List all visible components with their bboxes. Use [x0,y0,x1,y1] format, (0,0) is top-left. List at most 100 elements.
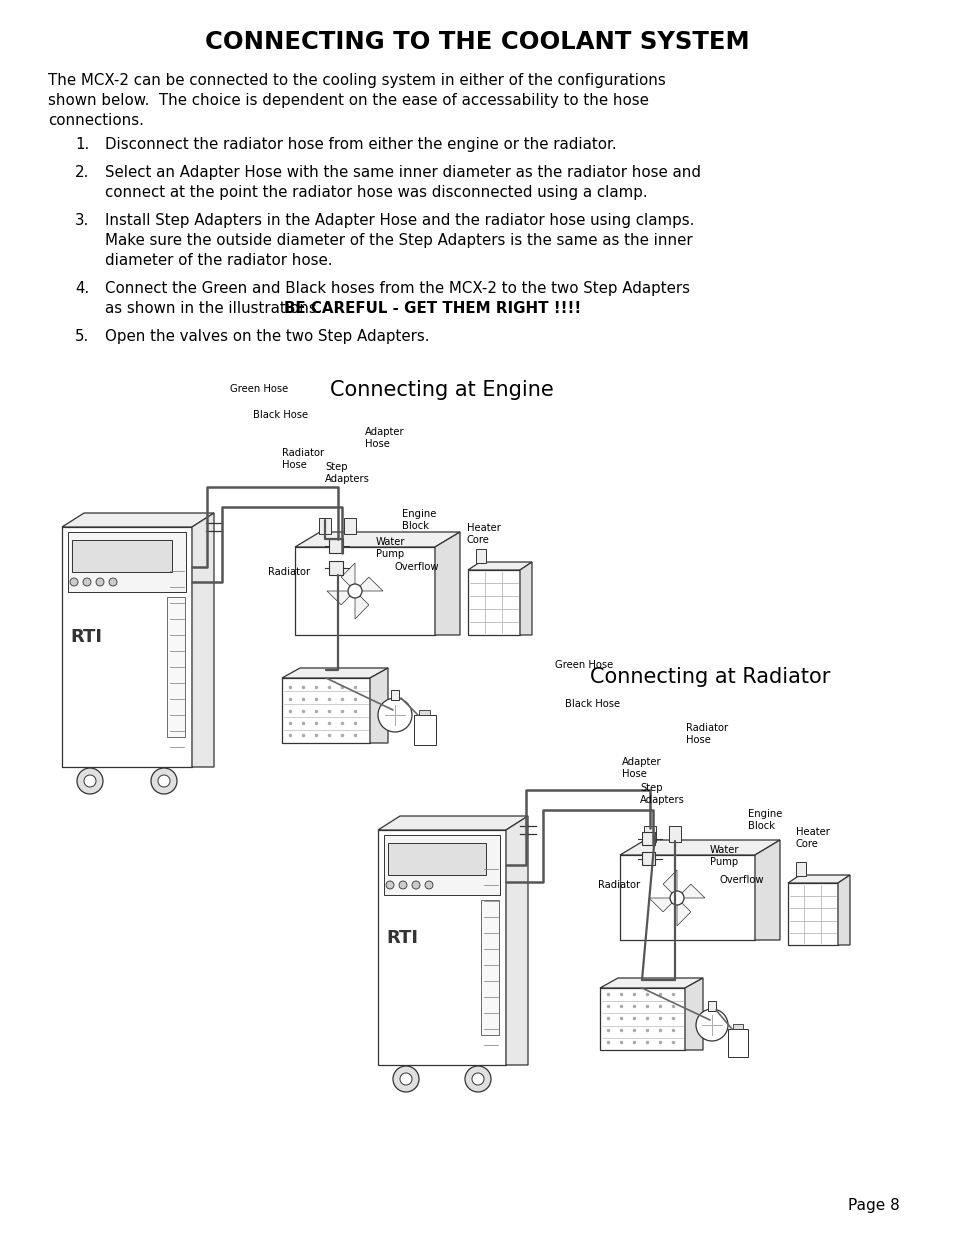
Text: diameter of the radiator hose.: diameter of the radiator hose. [105,253,333,268]
Bar [732,1024,742,1029]
Text: connections.: connections. [48,112,144,128]
Bar [344,517,355,534]
Bar [480,900,498,1035]
Text: Adapter
Hose: Adapter Hose [621,757,661,779]
Polygon shape [468,562,532,571]
Polygon shape [377,816,527,830]
Polygon shape [837,876,849,945]
Bar [641,852,655,864]
Polygon shape [282,668,388,678]
Bar [384,835,499,895]
Text: Connecting at Engine: Connecting at Engine [330,380,553,400]
Text: 2.: 2. [75,165,90,180]
Text: RTI: RTI [70,629,102,646]
Circle shape [151,768,177,794]
Bar [641,832,655,845]
Circle shape [399,1073,412,1086]
Text: Green Hose: Green Hose [230,384,288,394]
Polygon shape [619,840,780,855]
Polygon shape [519,562,532,635]
Text: Disconnect the radiator hose from either the engine or the radiator.: Disconnect the radiator hose from either… [105,137,616,152]
FancyBboxPatch shape [62,527,192,767]
Text: Open the valves on the two Step Adapters.: Open the valves on the two Step Adapters… [105,329,429,345]
Bar [388,844,485,876]
Text: The MCX-2 can be connected to the cooling system in either of the configurations: The MCX-2 can be connected to the coolin… [48,73,665,88]
Polygon shape [599,978,702,988]
Bar [71,540,172,572]
Bar [68,532,186,592]
Text: Black Hose: Black Hose [253,410,308,420]
Polygon shape [787,876,849,883]
Bar [294,547,435,635]
Bar [795,862,805,876]
Bar [167,597,185,737]
Text: 5.: 5. [75,329,90,345]
Polygon shape [294,532,459,547]
Text: Connect the Green and Black hoses from the MCX-2 to the two Step Adapters: Connect the Green and Black hoses from t… [105,282,689,296]
Polygon shape [62,513,213,527]
Text: 4.: 4. [75,282,90,296]
Polygon shape [355,592,369,619]
Text: Heater
Core: Heater Core [795,827,829,848]
Bar [599,988,684,1050]
Text: Black Hose: Black Hose [564,699,619,709]
Polygon shape [684,978,702,1050]
Polygon shape [192,513,213,767]
Bar [668,826,680,842]
Polygon shape [505,816,527,1065]
Text: Radiator: Radiator [598,881,639,890]
Polygon shape [677,884,704,898]
Circle shape [669,890,683,905]
Text: Radiator
Hose: Radiator Hose [282,448,324,471]
Polygon shape [662,869,677,898]
Text: Select an Adapter Hose with the same inner diameter as the radiator hose and: Select an Adapter Hose with the same inn… [105,165,700,180]
Bar [391,690,398,700]
Circle shape [70,578,78,585]
Text: 3.: 3. [75,212,90,228]
Bar [414,715,436,745]
Circle shape [398,881,407,889]
Text: CONNECTING TO THE COOLANT SYSTEM: CONNECTING TO THE COOLANT SYSTEM [205,30,748,54]
Text: RTI: RTI [386,929,417,947]
Text: BE CAREFUL - GET THEM RIGHT !!!!: BE CAREFUL - GET THEM RIGHT !!!! [284,301,580,316]
Circle shape [393,1066,418,1092]
Circle shape [83,578,91,585]
Text: Step
Adapters: Step Adapters [325,462,370,484]
Bar [619,855,754,940]
Circle shape [386,881,394,889]
Text: Install Step Adapters in the Adapter Hose and the radiator hose using clamps.: Install Step Adapters in the Adapter Hos… [105,212,694,228]
Text: Make sure the outside diameter of the Step Adapters is the same as the inner: Make sure the outside diameter of the St… [105,233,692,248]
Circle shape [377,698,412,732]
Text: Step
Adapters: Step Adapters [639,783,684,805]
Circle shape [412,881,419,889]
Bar [282,678,370,743]
Circle shape [424,881,433,889]
Bar [329,538,343,553]
Text: Engine
Block: Engine Block [401,509,436,531]
Bar [707,1002,716,1011]
Circle shape [109,578,117,585]
Text: Water
Pump: Water Pump [709,845,739,867]
Polygon shape [370,668,388,743]
Circle shape [84,776,96,787]
Bar [329,561,343,576]
Text: Heater
Core: Heater Core [467,522,500,545]
Text: 1.: 1. [75,137,90,152]
Text: as shown in the illustrations.: as shown in the illustrations. [105,301,326,316]
Text: Overflow: Overflow [720,876,763,885]
Bar [643,826,656,842]
Polygon shape [435,532,459,635]
Text: Engine
Block: Engine Block [747,809,781,831]
Circle shape [464,1066,491,1092]
Text: connect at the point the radiator hose was disconnected using a clamp.: connect at the point the radiator hose w… [105,185,647,200]
FancyBboxPatch shape [377,830,505,1065]
Polygon shape [327,592,355,605]
Text: shown below.  The choice is dependent on the ease of accessability to the hose: shown below. The choice is dependent on … [48,93,648,107]
Polygon shape [355,577,382,592]
Polygon shape [677,898,690,926]
Text: Green Hose: Green Hose [555,659,613,671]
Text: Overflow: Overflow [395,562,439,572]
Polygon shape [341,563,355,592]
Circle shape [472,1073,483,1086]
Circle shape [348,584,361,598]
